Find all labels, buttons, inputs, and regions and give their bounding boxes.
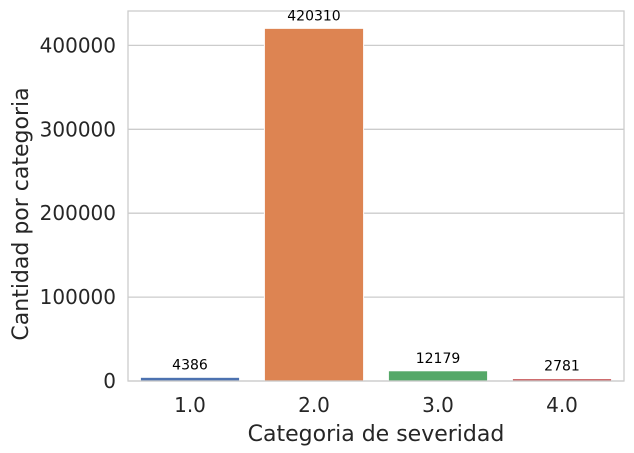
y-tick-label: 400000 bbox=[40, 33, 116, 57]
x-tick-label: 2.0 bbox=[298, 393, 330, 417]
x-tick-label: 1.0 bbox=[174, 393, 206, 417]
y-tick-labels: 0 100000 200000 300000 400000 bbox=[40, 33, 116, 393]
y-tick-label: 300000 bbox=[40, 117, 116, 141]
plot-border bbox=[127, 10, 625, 382]
bar bbox=[387, 370, 489, 382]
y-tick-label: 100000 bbox=[40, 285, 116, 309]
y-tick-label: 200000 bbox=[40, 201, 116, 225]
data-label: 12179 bbox=[416, 351, 461, 367]
grid-lines bbox=[128, 44, 624, 382]
plot-frame bbox=[127, 10, 625, 382]
data-labels: 4386 420310 12179 2781 bbox=[172, 8, 580, 374]
x-tick-labels: 1.0 2.0 3.0 4.0 bbox=[174, 393, 578, 417]
bars bbox=[139, 27, 613, 382]
y-tick-label: 0 bbox=[103, 369, 116, 393]
x-tick-label: 4.0 bbox=[546, 393, 578, 417]
data-label: 420310 bbox=[287, 8, 340, 24]
x-tick-label: 3.0 bbox=[422, 393, 454, 417]
y-axis-title: Cantidad por categoria bbox=[9, 87, 34, 340]
data-label: 2781 bbox=[544, 359, 580, 375]
data-label: 4386 bbox=[172, 357, 208, 373]
bar bbox=[263, 27, 365, 382]
x-axis-title: Categoria de severidad bbox=[248, 422, 505, 447]
